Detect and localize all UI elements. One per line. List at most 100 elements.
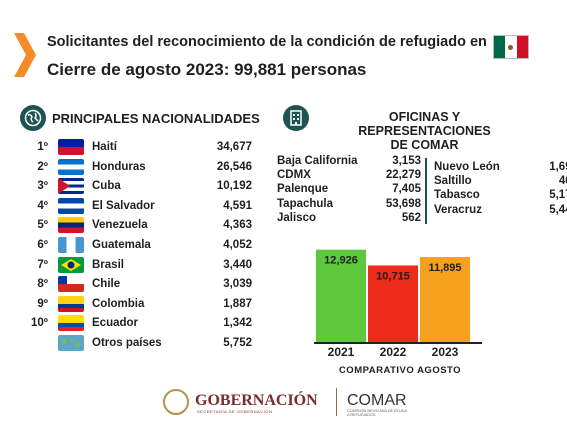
nationalities-title: PRINCIPALES NACIONALIDADES	[52, 111, 260, 126]
nationality-rank: 8º	[37, 278, 48, 291]
colombia-flag-icon	[58, 295, 84, 312]
chile-flag-icon	[58, 276, 84, 293]
nationality-rank: 1º	[37, 141, 48, 153]
venezuela-flag-icon	[58, 217, 84, 234]
nationality-name: Honduras	[92, 160, 146, 173]
office-name: Palenque	[277, 183, 329, 196]
page-title: Solicitantes del reconocimiento de la co…	[47, 34, 487, 50]
nationality-rank: 9º	[37, 297, 48, 310]
el-salvador-flag-icon	[58, 197, 84, 214]
office-row: Tapachula 53,698	[277, 198, 421, 212]
gobernacion-logo-text: GOBERNACIÓN	[195, 392, 318, 409]
nationality-value: 3,440	[223, 258, 252, 271]
chart-value-label: 12,926	[324, 255, 358, 267]
office-name: Nuevo León	[434, 161, 500, 173]
office-name: CDMX	[277, 169, 311, 182]
nationality-row: 9º Colombia 1,887	[22, 294, 252, 314]
office-row: Nuevo León 1,695	[434, 161, 567, 175]
nationality-value: 26,546	[216, 160, 252, 173]
ecuador-flag-icon	[58, 315, 84, 332]
nationality-value: 1,342	[223, 317, 252, 330]
world-map-icon	[58, 335, 84, 351]
nationality-name: Otros países	[92, 337, 162, 349]
nationality-name: Guatemala	[92, 239, 151, 251]
office-value: 1,695	[549, 161, 567, 173]
cuba-flag-icon	[58, 178, 84, 195]
globe-icon	[20, 105, 46, 131]
nationality-row: 3º Cuba 10,192	[22, 176, 252, 196]
nationality-name: Venezuela	[92, 219, 148, 232]
office-value: 53,698	[385, 197, 421, 210]
nationality-value: 1,887	[223, 297, 252, 310]
office-name: Tabasco	[434, 189, 480, 202]
office-row: CDMX 22,279	[277, 169, 421, 183]
office-row: Tabasco 5,173	[434, 189, 567, 203]
office-row: Saltillo 468	[434, 175, 567, 189]
chevron-accent-icon	[14, 33, 36, 77]
nationality-row: Otros países 5,752	[22, 333, 252, 353]
comar-logo-subtext: COMISIÓN MEXICANA DE AYUDA A REFUGIADOS	[347, 409, 407, 417]
nationality-row: 2º Honduras 26,546	[22, 157, 252, 177]
nationality-value: 3,039	[223, 278, 252, 291]
nationality-name: El Salvador	[92, 199, 155, 212]
nationality-name: Brasil	[92, 258, 124, 271]
offices-title-line1: OFICINAS Y REPRESENTACIONES	[358, 110, 491, 138]
haiti-flag-icon	[58, 139, 84, 155]
nationality-rank: 5º	[37, 219, 48, 232]
office-name: Saltillo	[434, 175, 472, 188]
chart-bar	[420, 257, 470, 342]
building-icon	[283, 105, 309, 131]
chart-xlabel: COMPARATIVO AGOSTO	[338, 365, 462, 376]
nationality-value: 34,677	[216, 141, 252, 153]
brazil-flag-icon	[58, 256, 84, 273]
nationality-name: Ecuador	[92, 317, 139, 330]
nationality-rank: 7º	[37, 258, 48, 271]
office-name: Tapachula	[277, 197, 334, 210]
office-value: 468	[558, 175, 567, 188]
guatemala-flag-icon	[58, 237, 84, 253]
nationality-value: 5,752	[223, 337, 252, 349]
government-seal-icon	[163, 389, 189, 415]
chart-value-label: 11,895	[428, 262, 461, 274]
nationality-name: Cuba	[92, 180, 121, 193]
nationality-name: Chile	[92, 278, 121, 291]
chart-category-label: 2023	[432, 345, 459, 359]
office-row: Veracruz 5,448	[434, 204, 567, 218]
nationality-value: 4,363	[223, 219, 252, 232]
nationality-rank: 4º	[37, 199, 48, 212]
office-value: 5,173	[549, 189, 567, 202]
comar-logo-text: COMAR	[347, 392, 407, 409]
chart-category-label: 2021	[328, 345, 355, 359]
mexico-flag-icon	[493, 35, 529, 59]
office-name: Jalisco	[277, 211, 316, 224]
office-value: 22,279	[385, 169, 421, 182]
nationality-row: 7º Brasil 3,440	[22, 255, 252, 275]
nationality-row: 8º Chile 3,039	[22, 274, 252, 294]
offices-title-line2: DE COMAR	[390, 138, 459, 152]
chart-bar	[368, 265, 418, 342]
nationality-row: 6º Guatemala 4,052	[22, 235, 252, 255]
nationality-row: 1º Haití 34,677	[22, 137, 252, 157]
nationality-value: 4,591	[223, 199, 252, 212]
nationality-rank: 3º	[37, 180, 48, 193]
nationality-value: 4,052	[223, 239, 252, 251]
office-value: 7,405	[392, 183, 421, 196]
gobernacion-logo-subtext: SECRETARÍA DE GOBERNACIÓN	[197, 409, 273, 414]
comparison-bar-chart: 12,926 2021 10,715 2022 11,895 2023	[314, 249, 482, 359]
offices-divider	[425, 158, 427, 224]
nationality-rank: 6º	[37, 239, 48, 251]
chart-bar	[316, 249, 366, 342]
office-row: Palenque 7,405	[277, 183, 421, 197]
chart-category-label: 2022	[380, 345, 407, 359]
office-value: 3,153	[392, 155, 421, 167]
nationality-row: 10º Ecuador 1,342	[22, 313, 252, 333]
nationality-name: Colombia	[92, 297, 145, 310]
nationality-rank: 10º	[31, 317, 48, 330]
page-subtitle: Cierre de agosto 2023: 99,881 personas	[47, 60, 367, 79]
chart-value-label: 10,715	[376, 270, 410, 282]
office-name: Baja California	[277, 155, 358, 167]
nationality-row: 5º Venezuela 4,363	[22, 215, 252, 235]
nationality-row: 4º El Salvador 4,591	[22, 196, 252, 216]
nationality-rank: 2º	[37, 160, 48, 173]
office-row: Baja California 3,153	[277, 155, 421, 169]
